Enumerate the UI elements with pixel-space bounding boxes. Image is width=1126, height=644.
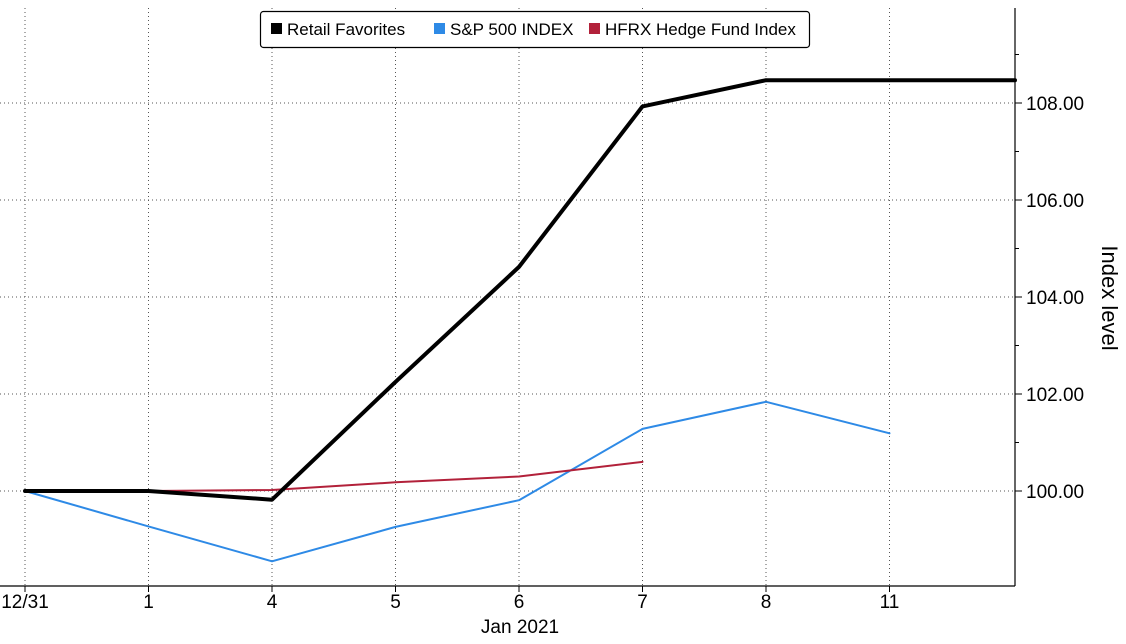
series-line-0 — [23, 78, 1017, 502]
y-axis-title: Index level — [1097, 245, 1122, 350]
legend-label: Retail Favorites — [287, 20, 405, 39]
y-tick-label: 108.00 — [1026, 94, 1084, 115]
series-lines — [23, 78, 1017, 563]
x-tick-label: 5 — [390, 592, 401, 613]
legend-box — [259, 10, 811, 49]
legend-swatch — [271, 23, 282, 34]
series-line-1 — [24, 400, 891, 563]
legend-swatch — [589, 23, 600, 34]
axes: 100.00 102.00 104.00 106.00 108.00 12/31 1 4 5 6 7… — [0, 8, 1084, 613]
x-tick-label: 12/31 — [1, 592, 49, 613]
y-tick-label: 106.00 — [1026, 191, 1084, 212]
series-line-2 — [24, 460, 644, 492]
x-tick-label: 11 — [880, 592, 900, 613]
x-tick-label: 8 — [761, 592, 772, 613]
legend-label: HFRX Hedge Fund Index — [605, 20, 796, 39]
x-axis-title: Jan 2021 — [481, 617, 559, 638]
x-tick-label: 7 — [637, 592, 648, 613]
grid-lines — [0, 8, 1015, 586]
x-tick-label: 4 — [267, 592, 278, 613]
legend-swatch — [434, 23, 445, 34]
y-tick-label: 100.00 — [1026, 482, 1084, 503]
legend: Retail Favorites S&P 500 INDEX HFRX Hedge … — [259, 10, 811, 49]
x-tick-label: 1 — [143, 592, 154, 613]
x-tick-label: 6 — [514, 592, 525, 613]
legend-label: S&P 500 INDEX — [450, 20, 573, 39]
y-tick-label: 104.00 — [1026, 288, 1084, 309]
y-tick-label: 102.00 — [1026, 385, 1084, 406]
